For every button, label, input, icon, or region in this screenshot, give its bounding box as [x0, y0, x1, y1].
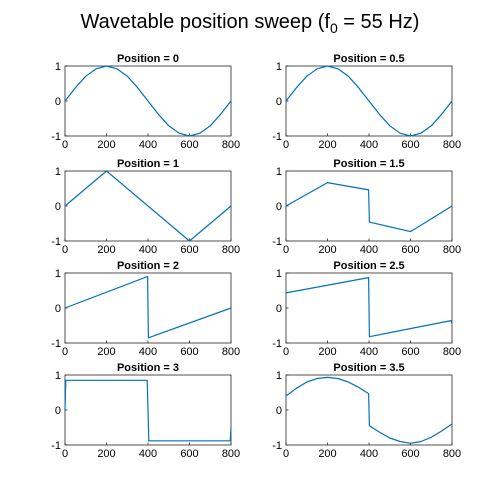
subplot-title: Position = 0.5	[333, 53, 404, 65]
y-tick-label: 1	[55, 370, 61, 382]
series-line	[64, 170, 232, 242]
x-tick-label: 0	[62, 139, 68, 151]
y-tick-label: -1	[272, 131, 282, 143]
x-tick-label: 0	[62, 244, 68, 256]
figure-title-end: = 55 Hz)	[338, 11, 420, 33]
x-tick-label: 800	[443, 244, 461, 256]
x-tick-label: 0	[283, 448, 289, 460]
series-line	[64, 275, 232, 339]
series-line	[285, 65, 453, 137]
series-line	[285, 277, 453, 338]
subplot-title: Position = 3	[117, 362, 179, 374]
series-line	[64, 65, 232, 137]
y-tick-label: 1	[276, 61, 282, 73]
x-tick-label: 0	[283, 244, 289, 256]
y-tick-label: -1	[51, 338, 61, 350]
y-tick-label: 1	[55, 166, 61, 178]
x-tick-label: 600	[401, 139, 419, 151]
x-tick-label: 200	[318, 448, 336, 460]
x-tick-label: 200	[97, 139, 115, 151]
figure-title: Wavetable position sweep (f0 = 55 Hz)	[81, 11, 420, 36]
x-tick-label: 200	[318, 244, 336, 256]
series-line	[64, 379, 232, 442]
x-tick-label: 400	[360, 139, 378, 151]
figure-title-subscript: 0	[330, 20, 338, 36]
subplot-title: Position = 1.5	[333, 158, 404, 170]
y-tick-label: 0	[276, 201, 282, 213]
subplot-title: Position = 2.5	[333, 260, 404, 272]
subplot-4: Position = 1.50 200 400 600 800-101	[272, 158, 461, 256]
y-tick-label: 0	[55, 201, 61, 213]
x-tick-label: 400	[360, 244, 378, 256]
series-line	[285, 182, 453, 233]
x-tick-label: 400	[360, 346, 378, 358]
x-tick-label: 600	[401, 346, 419, 358]
y-tick-label: -1	[51, 440, 61, 452]
subplot-6: Position = 2.50 200 400 600 800-101	[272, 260, 461, 358]
y-tick-label: 1	[55, 268, 61, 280]
subplot-3: Position = 10 200 400 600 800-101	[51, 158, 240, 256]
x-tick-label: 0	[283, 346, 289, 358]
x-tick-label: 0	[62, 346, 68, 358]
subplot-title: Position = 2	[117, 260, 179, 272]
x-tick-label: 400	[360, 448, 378, 460]
x-tick-label: 800	[443, 346, 461, 358]
y-tick-label: 0	[55, 405, 61, 417]
y-tick-label: 1	[55, 61, 61, 73]
y-tick-label: 0	[55, 96, 61, 108]
y-tick-label: -1	[272, 338, 282, 350]
x-tick-label: 200	[318, 346, 336, 358]
x-tick-label: 600	[401, 244, 419, 256]
x-tick-label: 600	[180, 244, 198, 256]
y-tick-label: 0	[55, 303, 61, 315]
y-tick-label: -1	[51, 131, 61, 143]
y-tick-label: -1	[272, 440, 282, 452]
y-tick-label: 1	[276, 370, 282, 382]
y-tick-label: 0	[276, 96, 282, 108]
x-tick-label: 800	[443, 448, 461, 460]
subplot-7: Position = 30 200 400 600 800-101	[51, 362, 240, 460]
series-line	[285, 376, 453, 444]
x-tick-label: 200	[97, 448, 115, 460]
x-tick-label: 200	[318, 139, 336, 151]
x-tick-label: 800	[222, 448, 240, 460]
x-tick-label: 400	[139, 139, 157, 151]
subplot-8: Position = 3.50 200 400 600 800-101	[272, 362, 461, 460]
y-tick-label: 1	[276, 268, 282, 280]
x-tick-label: 400	[139, 244, 157, 256]
x-tick-label: 400	[139, 346, 157, 358]
subplot-5: Position = 20 200 400 600 800-101	[51, 260, 240, 358]
x-tick-label: 800	[222, 346, 240, 358]
y-tick-label: 0	[276, 303, 282, 315]
y-tick-label: -1	[51, 236, 61, 248]
x-tick-label: 600	[180, 346, 198, 358]
subplot-2: Position = 0.50 200 400 600 800-101	[272, 53, 461, 151]
x-tick-label: 800	[222, 139, 240, 151]
x-tick-label: 800	[222, 244, 240, 256]
x-tick-label: 800	[443, 139, 461, 151]
figure-title-main: Wavetable position sweep (f	[81, 11, 331, 33]
x-tick-label: 600	[401, 448, 419, 460]
y-tick-label: 0	[276, 405, 282, 417]
x-tick-label: 400	[139, 448, 157, 460]
x-tick-label: 200	[97, 346, 115, 358]
subplot-title: Position = 1	[117, 158, 179, 170]
x-tick-label: 200	[97, 244, 115, 256]
subplot-title: Position = 3.5	[333, 362, 404, 374]
x-tick-label: 600	[180, 139, 198, 151]
x-tick-label: 600	[180, 448, 198, 460]
subplot-title: Position = 0	[117, 53, 179, 65]
y-tick-label: -1	[272, 236, 282, 248]
x-tick-label: 0	[62, 448, 68, 460]
subplot-1: Position = 00 200 400 600 800-101	[51, 53, 240, 151]
y-tick-label: 1	[276, 166, 282, 178]
x-tick-label: 0	[283, 139, 289, 151]
